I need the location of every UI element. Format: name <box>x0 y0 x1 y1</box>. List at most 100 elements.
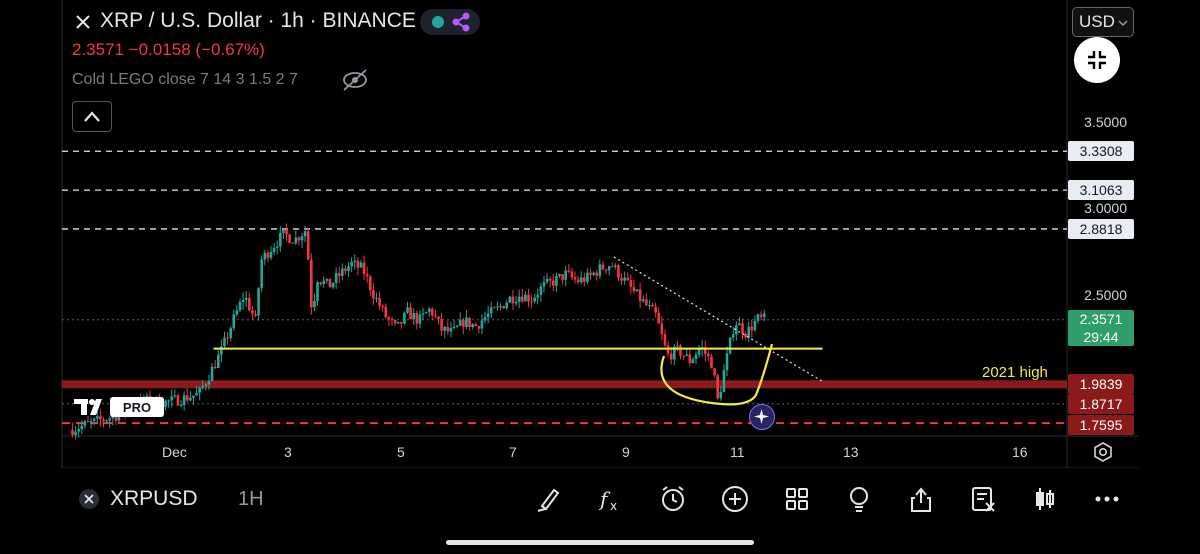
level-tag-1.9839: 1.9839 <box>1068 374 1134 394</box>
grid-icon[interactable] <box>782 484 812 514</box>
candle <box>105 419 108 424</box>
candle <box>638 282 642 309</box>
candle <box>353 254 357 270</box>
candle <box>759 311 763 321</box>
candle <box>384 303 388 319</box>
exit-fullscreen-button[interactable] <box>1074 37 1120 83</box>
chevron-up-icon <box>84 111 100 122</box>
level-tag-3.1063: 3.1063 <box>1068 180 1134 200</box>
candle <box>387 315 391 327</box>
candle <box>350 257 353 273</box>
y-tick-3.0: 3.0000 <box>1084 200 1127 216</box>
candle <box>471 323 474 330</box>
brush-icon[interactable] <box>534 484 564 514</box>
candle <box>561 273 564 285</box>
candle <box>558 273 561 278</box>
candle <box>427 306 431 317</box>
market-open-icon <box>432 16 444 28</box>
checklist-icon[interactable] <box>968 484 998 514</box>
candle <box>285 223 288 242</box>
x-tick-7: 7 <box>509 444 517 460</box>
candle <box>167 399 170 408</box>
x-tick-11: 11 <box>730 444 745 460</box>
candle <box>421 307 425 321</box>
candle <box>83 419 87 429</box>
x-tick-3: 3 <box>284 444 292 460</box>
candle <box>617 263 620 282</box>
candle <box>179 400 183 408</box>
candle <box>750 319 754 339</box>
candle <box>263 249 267 266</box>
candle <box>586 268 589 285</box>
candle <box>418 310 422 329</box>
candle <box>657 307 661 324</box>
more-icon[interactable] <box>1092 484 1122 514</box>
settings-gear-icon[interactable] <box>1092 441 1114 463</box>
candle <box>260 255 264 293</box>
candles-icon[interactable] <box>1030 484 1060 514</box>
close-symbol-icon[interactable] <box>78 488 100 510</box>
candle <box>431 306 434 321</box>
chevron-down-icon <box>1118 20 1128 27</box>
candle <box>282 228 285 239</box>
candle <box>244 291 248 308</box>
candle <box>185 388 189 403</box>
candle <box>235 304 239 317</box>
candle <box>583 272 586 287</box>
candle <box>89 417 93 429</box>
candle <box>524 291 527 302</box>
symbol-label[interactable]: XRPUSD <box>110 487 198 510</box>
candle <box>86 415 90 423</box>
candle <box>192 395 195 405</box>
candle <box>551 273 555 291</box>
currency-label: USD <box>1079 12 1115 31</box>
candle <box>74 425 77 440</box>
eye-hidden-icon[interactable] <box>340 68 370 92</box>
candle <box>344 265 347 276</box>
candle <box>452 320 456 330</box>
candle <box>598 259 602 279</box>
close-icon[interactable] <box>72 11 94 33</box>
candle <box>713 367 716 378</box>
candle <box>291 242 295 244</box>
candle <box>595 270 599 281</box>
candle <box>238 298 242 312</box>
candle <box>682 355 685 361</box>
cup-annotation <box>660 343 774 406</box>
candle <box>399 321 403 329</box>
candle <box>275 240 279 255</box>
share-icon[interactable] <box>906 484 936 514</box>
candle <box>676 341 679 352</box>
candle <box>288 233 291 244</box>
lightbulb-icon[interactable] <box>844 484 874 514</box>
level-tag-1.7595: 1.7595 <box>1068 415 1134 435</box>
candle <box>359 259 363 269</box>
plus-circle-icon[interactable] <box>720 484 750 514</box>
x-tick-13: 13 <box>843 444 859 460</box>
candle <box>545 273 549 285</box>
status-badge[interactable] <box>420 9 480 35</box>
candle <box>688 349 692 367</box>
sparkle-assistant-button[interactable] <box>749 404 775 430</box>
interval-label[interactable]: 1H <box>238 488 264 510</box>
candle <box>95 410 99 424</box>
candle <box>440 312 443 336</box>
candle <box>691 356 695 364</box>
candle <box>328 278 332 288</box>
level-tag-3.3308: 3.3308 <box>1068 141 1134 161</box>
candle <box>626 272 630 282</box>
candle <box>341 263 344 281</box>
currency-selector[interactable]: USD <box>1072 7 1134 37</box>
candle <box>266 250 270 263</box>
indicator-label[interactable]: Cold LEGO close 7 14 3 1.5 2 7 <box>72 71 298 88</box>
collapse-legend-button[interactable] <box>72 101 112 132</box>
candle <box>189 390 192 402</box>
annotation-2021-high: 2021 high <box>982 364 1048 381</box>
candle <box>210 363 214 382</box>
candle <box>697 345 701 359</box>
alarm-icon[interactable] <box>658 484 688 514</box>
candle <box>601 261 605 271</box>
candle <box>322 276 326 288</box>
